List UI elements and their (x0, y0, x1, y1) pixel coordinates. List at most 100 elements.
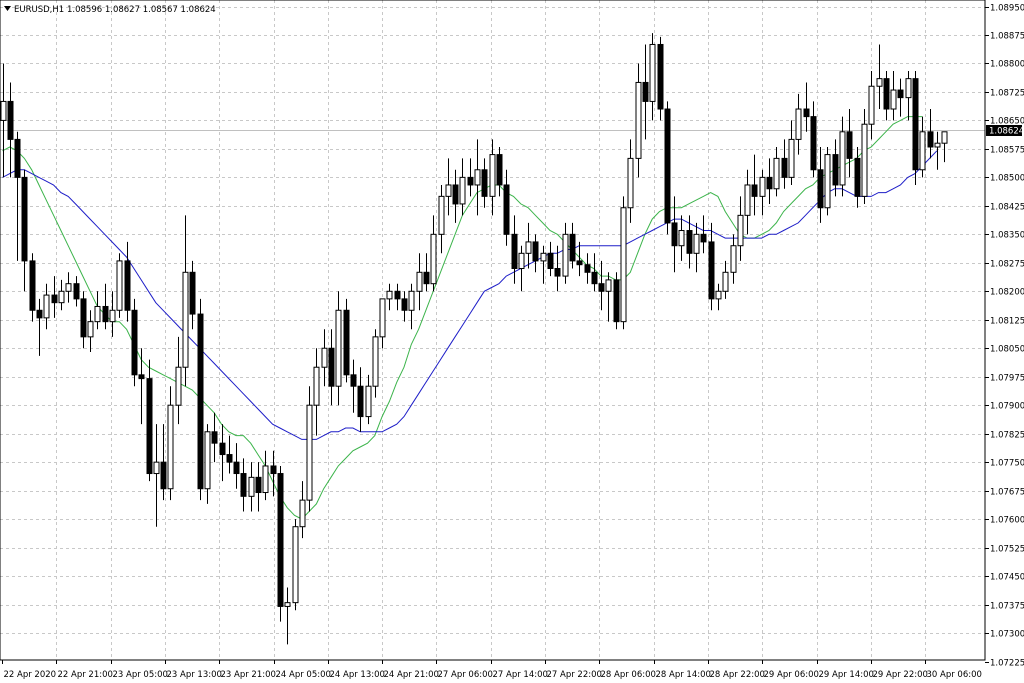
candle (598, 260, 605, 311)
candle-body-bear (197, 313, 204, 490)
candle (197, 298, 204, 501)
candle-body-bear (423, 271, 430, 285)
candle (773, 146, 780, 197)
candle-body-bear (751, 184, 758, 197)
candle (678, 215, 685, 261)
dropdown-triangle-icon[interactable] (4, 6, 11, 11)
candle-body-bull (876, 78, 883, 87)
candle (788, 120, 795, 185)
candle-body-bear (503, 184, 510, 235)
candle-body-bull (438, 195, 445, 235)
candle-body-bull (744, 184, 751, 216)
candle (160, 424, 167, 501)
candle-body-bear (810, 116, 817, 171)
y-tick-label: 1.08650 (990, 117, 1024, 127)
chart-header: EURUSD,H1 1.08596 1.08627 1.08567 1.0862… (4, 5, 216, 15)
candle (919, 116, 926, 178)
candle-body-bull (87, 321, 94, 338)
candlesticks (0, 33, 948, 645)
candle-body-bear (343, 309, 350, 376)
candle-body-bear (80, 298, 87, 338)
candle-body-bear (671, 222, 678, 247)
candle-body-bear (138, 374, 145, 380)
candle (138, 348, 145, 425)
candle-body-bear (29, 260, 36, 311)
candle-body-bull (335, 309, 342, 387)
candle (759, 169, 766, 216)
symbol-label: EURUSD,H1 (14, 5, 64, 15)
candle (503, 169, 510, 246)
candle-body-bear (664, 108, 671, 224)
candle-body-bull (839, 131, 846, 186)
candle-body-bull (518, 252, 525, 270)
candle-body-bull (620, 207, 627, 323)
candle (511, 215, 518, 284)
candle-body-bear (481, 169, 488, 197)
candle-body-bull (94, 305, 101, 323)
candle (810, 101, 817, 178)
candle (496, 146, 503, 197)
candle-body-bull (715, 290, 722, 300)
candle-body-bull (445, 184, 452, 197)
candle (167, 386, 174, 501)
y-tick-label: 1.07600 (990, 516, 1024, 526)
x-tick-label: 24 Apr 21:00 (384, 670, 439, 680)
candle-body-bull (773, 157, 780, 190)
candle-body-bear (883, 78, 890, 110)
y-tick-label: 1.07450 (990, 573, 1024, 583)
candle (876, 44, 883, 110)
candle (452, 169, 459, 223)
x-tick-label: 27 Apr 06:00 (438, 670, 493, 680)
candle (744, 169, 751, 235)
candle-body-bull (934, 142, 941, 148)
candle (365, 374, 372, 425)
candle (467, 158, 474, 197)
candle-body-bear (700, 233, 707, 243)
candle-body-bear (781, 157, 788, 178)
candle (131, 298, 138, 387)
candle-body-bear (511, 233, 518, 269)
candle (547, 241, 554, 277)
candle (321, 329, 328, 387)
candle-body-bear (160, 461, 167, 490)
candle-body-bear (328, 347, 335, 387)
candle (94, 291, 101, 330)
candle-body-bear (357, 385, 364, 418)
candle (730, 234, 737, 284)
candle (386, 283, 393, 311)
y-tick-label: 1.07750 (990, 459, 1024, 469)
x-tick-label: 28 Apr 22:00 (710, 670, 765, 680)
x-tick-label: 24 Apr 05:00 (276, 670, 331, 680)
candle (941, 131, 948, 163)
x-tick-label: 23 Apr 05:00 (113, 670, 168, 680)
candle (686, 215, 693, 269)
candle (897, 78, 904, 117)
candle-body-bull (474, 169, 481, 186)
candle (408, 283, 415, 330)
y-tick-label: 1.08350 (990, 231, 1024, 241)
candle (430, 215, 437, 292)
candle (481, 158, 488, 208)
candle (613, 272, 620, 330)
candle (394, 283, 401, 311)
candle-body-bull (861, 123, 868, 197)
x-tick-label: 30 Apr 06:00 (927, 670, 982, 680)
candle-body-bear (277, 473, 284, 607)
candle (43, 283, 50, 330)
candle-body-bull (730, 245, 737, 273)
candle-body-bull (890, 89, 897, 110)
ohlc-values: 1.08596 1.08627 1.08567 1.08624 (67, 5, 216, 15)
candle (883, 71, 890, 121)
y-tick-label: 1.08200 (990, 288, 1024, 298)
candle (605, 272, 612, 322)
candle (474, 139, 481, 216)
candle-body-bull (182, 271, 189, 368)
candle-body-bear (467, 176, 474, 186)
candle (284, 587, 291, 645)
candle (562, 222, 569, 284)
candle (270, 450, 277, 497)
candle-body-bear (547, 252, 554, 270)
x-tick-label: 29 Apr 06:00 (764, 670, 819, 680)
